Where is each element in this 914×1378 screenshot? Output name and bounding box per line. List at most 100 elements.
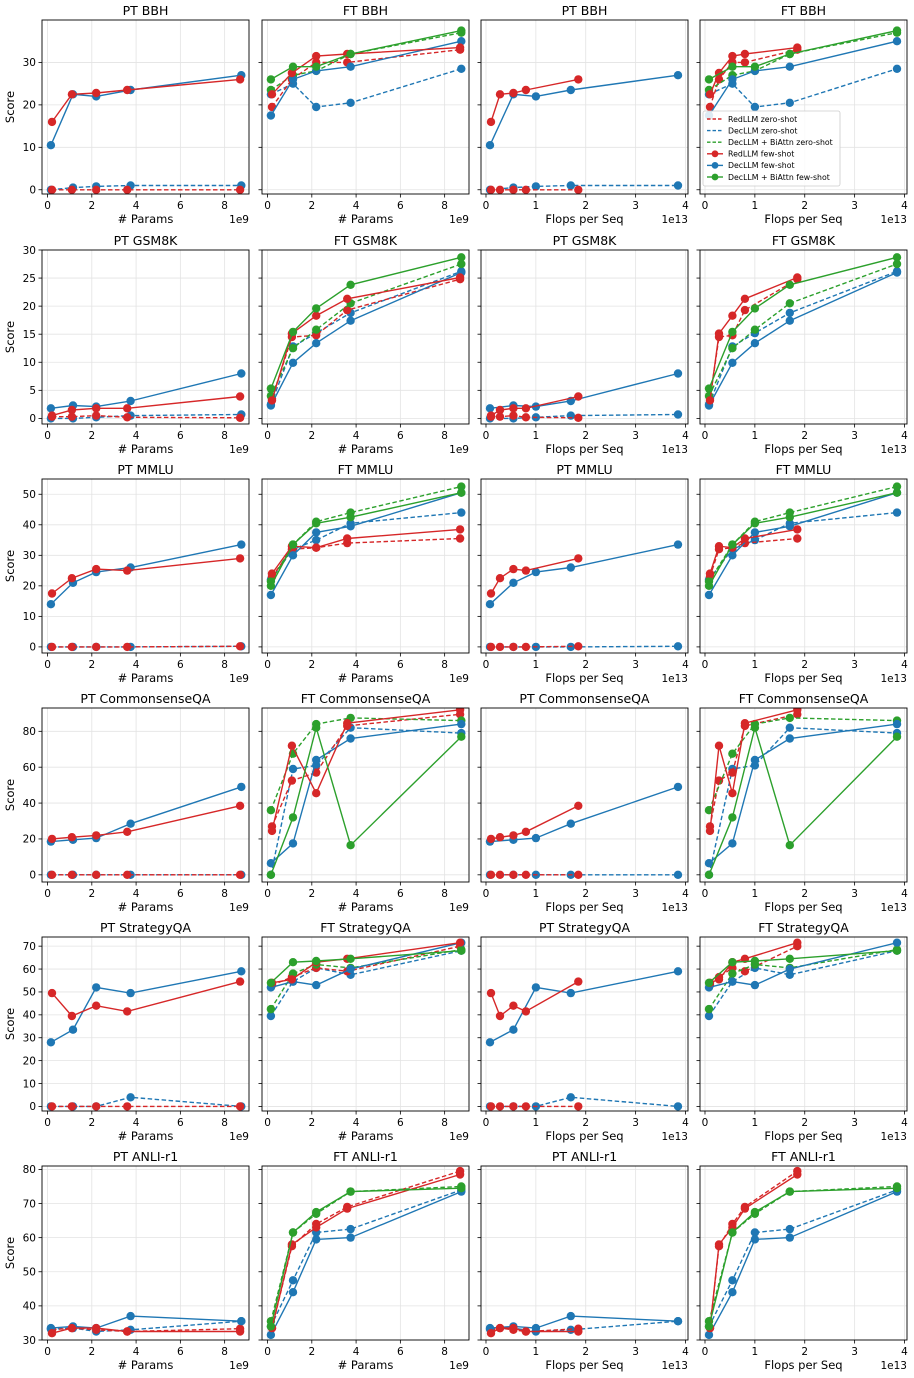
series-line-blue-few [50,786,242,843]
data-point-green-zero [457,259,466,269]
data-point-red-few [235,392,245,401]
data-point-green-few [785,280,794,289]
data-point-green-few [288,540,298,549]
x-tick-label: 0 [264,888,271,900]
x-offset-text: 1e9 [229,214,249,226]
data-point-red-few [92,831,101,840]
axes-frame [41,19,250,195]
data-point-red-zero [235,642,245,651]
data-point-blue-few [892,37,902,46]
x-tick-label: 4 [133,659,140,671]
y-axis-label: Score [3,1237,17,1269]
x-axis-label: # Params [338,671,394,685]
x-offset-text: 1e13 [880,444,907,456]
data-point-green-few [785,954,794,963]
x-offset-text: 1e13 [661,444,688,456]
axes-frame [699,249,908,425]
x-tick-label: 4 [901,1346,908,1358]
series-line-red-zero [709,49,798,108]
chart-title: PT MMLU [556,462,612,477]
data-point-red-few [705,826,715,836]
x-tick-label: 6 [397,200,404,212]
data-point-blue-zero [288,1276,298,1285]
data-point-red-few [235,801,245,810]
x-offset-text: 1e9 [449,673,469,685]
data-point-red-few [123,566,132,575]
x-tick-label: 2 [582,200,589,212]
x-tick-label: 0 [44,1117,51,1129]
x-tick-label: 2 [308,1117,315,1129]
data-point-blue-few [728,75,737,84]
x-axis-label: # Params [118,212,174,226]
x-axis-label: Flops per Seq [545,671,623,685]
data-point-blue-zero [312,102,321,112]
legend-label: DecLLM zero-shot [728,126,797,135]
x-tick-label: 8 [221,1346,228,1358]
chart-title: PT ANLI-r1 [552,1149,617,1164]
x-tick-label: 3 [851,659,858,671]
data-point-red-few [714,542,724,551]
data-point-blue-few [288,551,298,560]
data-point-green-few [266,75,276,84]
data-point-red-zero [67,642,77,652]
series-line-red-few [271,46,461,95]
x-offset-text: 1e13 [880,1360,907,1372]
data-point-red-zero [509,642,518,652]
data-point-blue-zero [673,642,683,651]
data-point-blue-zero [785,98,794,108]
axes-frame [480,707,689,883]
x-offset-text: 1e9 [229,673,249,685]
data-point-red-zero [509,411,518,420]
data-point-red-few [714,1240,724,1249]
data-point-red-zero [67,1102,77,1111]
data-point-green-few [346,954,355,963]
data-point-green-few [704,870,714,879]
series-line-red-few [709,1173,798,1329]
data-point-red-few [67,574,77,583]
data-point-blue-few [485,404,495,413]
data-point-blue-few [566,85,575,95]
x-axis-label: Flops per Seq [764,900,842,914]
data-point-red-zero [521,1102,531,1111]
data-point-blue-zero [266,1011,276,1021]
x-tick-label: 4 [901,200,908,212]
x-axis-label: # Params [338,1358,394,1372]
data-point-green-zero [266,1004,276,1014]
data-point-blue-zero [288,764,298,774]
data-point-blue-few [728,977,737,986]
data-point-green-few [312,723,321,732]
data-point-red-few [574,75,583,84]
x-tick-label: 0 [483,659,490,671]
chart-title: PT MMLU [117,462,173,477]
x-tick-label: 2 [582,659,589,671]
data-point-green-few [312,62,321,71]
legend-swatch-marker [711,162,719,169]
data-point-red-few [740,294,750,303]
plot-area [485,782,683,879]
axes-frame [480,936,689,1112]
data-point-red-zero [92,185,101,194]
data-point-blue-few [728,551,737,560]
data-point-green-few [750,1207,760,1217]
data-point-green-zero [728,344,737,353]
x-tick-label: 1 [533,1346,540,1358]
x-tick-label: 2 [582,430,589,442]
x-tick-label: 2 [308,659,315,671]
x-axis-label: Flops per Seq [545,1129,623,1143]
data-point-red-few [705,90,715,99]
x-tick-label: 4 [133,200,140,212]
axes-frame [261,936,470,1112]
x-tick-label: 1 [752,1117,759,1129]
data-point-red-zero [123,642,132,652]
data-point-red-zero [123,413,132,422]
x-tick-label: 6 [177,659,184,671]
data-point-green-few [728,327,737,337]
series-line-green-zero [270,32,462,91]
data-point-red-few [509,1323,518,1333]
series-line-blue-few [270,1190,462,1336]
series-line-blue-few [489,1315,679,1329]
chart-title: FT BBH [343,3,388,18]
x-tick-label: 2 [88,659,95,671]
